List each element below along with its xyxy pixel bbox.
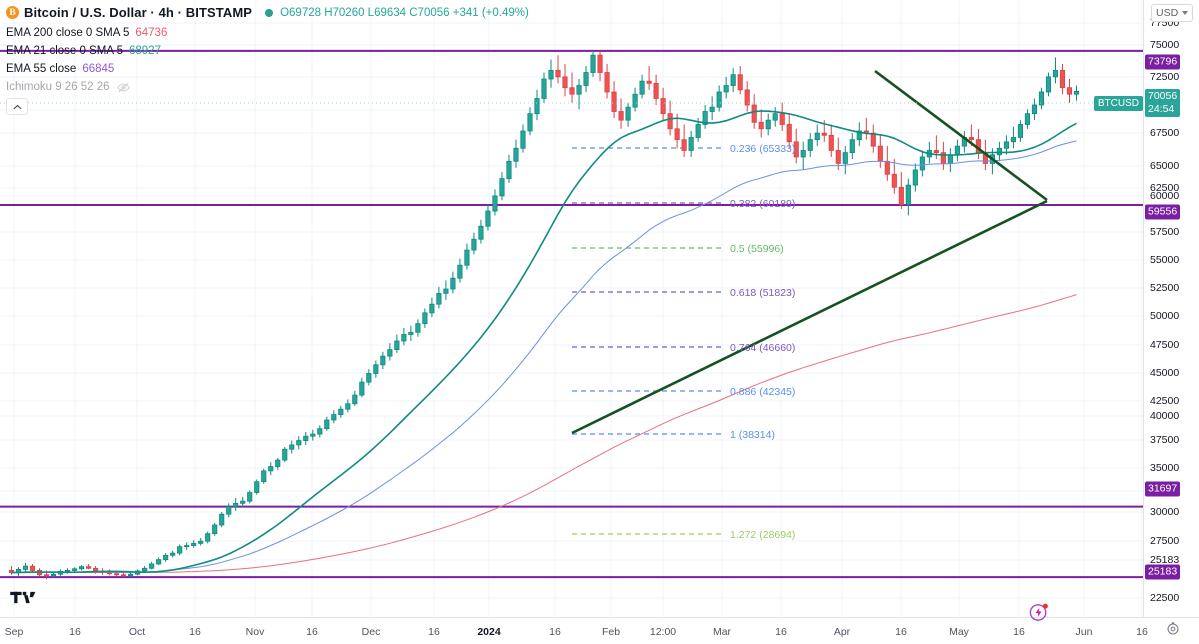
price-tick: 27500 — [1150, 535, 1180, 547]
chart-settings-icon[interactable] — [1165, 621, 1183, 639]
time-tick: Nov — [245, 626, 265, 638]
time-tick: 16 — [775, 626, 787, 638]
symbol-price-tag: BTCUSD — [1093, 96, 1143, 111]
chart-plot-area[interactable]: 0.236 (65333) 0.382 (60189) 0.5 (55996) 0.6… — [0, 0, 1143, 617]
price-tick: 25183 — [1150, 554, 1180, 566]
price-tick: 75000 — [1150, 39, 1180, 51]
time-tick: Jun — [1075, 626, 1093, 638]
time-tick: May — [949, 626, 969, 638]
price-tick: 62500 — [1150, 182, 1180, 194]
price-tick: 57500 — [1150, 226, 1180, 238]
price-tick: 40000 — [1150, 410, 1180, 422]
price-tick: 65000 — [1150, 160, 1180, 172]
time-tick: Mar — [712, 626, 732, 638]
price-tick: 37500 — [1150, 434, 1180, 446]
fibonacci-label: 1.272 (28694) — [730, 529, 795, 541]
price-level-badge[interactable]: 59556 — [1145, 204, 1181, 220]
time-tick: Apr — [833, 626, 851, 638]
price-level-badge[interactable]: 73796 — [1145, 54, 1181, 70]
chart-canvas[interactable]: 0.236 (65333) 0.382 (60189) 0.5 (55996) 0.6… — [0, 0, 1143, 617]
fibonacci-label: 1 (38314) — [730, 429, 775, 441]
price-tick: 47500 — [1150, 339, 1180, 351]
ascending-support[interactable] — [571, 199, 1048, 435]
price-tick: 55000 — [1150, 254, 1180, 266]
current-price-badge[interactable]: 70056 24:54 — [1145, 89, 1181, 117]
candlestick-series — [8, 50, 1080, 580]
price-tick: 35000 — [1150, 462, 1180, 474]
fibonacci-label: 0.382 (60189) — [730, 198, 795, 210]
price-tick: 60000 — [1150, 190, 1180, 202]
collapse-legend-button[interactable] — [6, 98, 28, 115]
trendlines — [571, 69, 1048, 435]
price-level-badge[interactable]: 31697 — [1145, 481, 1181, 497]
time-scale[interactable]: Sep 16 Oct 16 Nov 16 Dec 16 2024 16 Feb 12:00 Mar 16 A… — [0, 617, 1199, 644]
descending-resistance[interactable] — [874, 69, 1048, 202]
price-level-badge[interactable]: 25183 — [1145, 564, 1181, 580]
time-tick: 16 — [1136, 626, 1148, 638]
lightning-alerts-icon[interactable] — [1028, 601, 1050, 623]
price-tick: 22500 — [1150, 592, 1180, 604]
price-tick: 42500 — [1150, 395, 1180, 407]
grid-lines — [0, 0, 1143, 617]
tradingview-logo[interactable] — [10, 589, 36, 611]
time-tick: 16 — [895, 626, 907, 638]
fibonacci-levels — [572, 147, 722, 535]
fibonacci-label: 0.764 (46660) — [730, 342, 795, 354]
price-tick: 52500 — [1150, 282, 1180, 294]
currency-selector[interactable]: USD — [1151, 4, 1194, 22]
time-tick: Dec — [361, 626, 381, 638]
time-tick: 2024 — [477, 626, 501, 638]
price-tick: 30000 — [1150, 506, 1180, 518]
currency-label: USD — [1156, 7, 1179, 19]
fibonacci-label: 0.618 (51823) — [730, 287, 795, 299]
price-scale[interactable]: USD 775007500072500700006750065000625006… — [1143, 0, 1199, 617]
time-tick: 16 — [549, 626, 561, 638]
time-tick: Feb — [601, 626, 621, 638]
moving-average-series — [11, 110, 1077, 574]
time-tick: 16 — [428, 626, 440, 638]
chevron-up-icon — [13, 104, 21, 109]
price-tick: 67500 — [1150, 127, 1180, 139]
time-tick: Oct — [128, 626, 146, 638]
time-tick: 12:00 — [649, 626, 677, 638]
horizontal-price-levels — [0, 49, 1143, 579]
bar-countdown: 24:54 — [1148, 103, 1175, 115]
fibonacci-labels: 0.236 (65333) 0.382 (60189) 0.5 (55996) 0.6… — [730, 143, 795, 541]
time-tick: 16 — [306, 626, 318, 638]
time-tick: 16 — [189, 626, 201, 638]
fibonacci-label: 0.5 (55996) — [730, 243, 784, 255]
price-tick: 45000 — [1150, 367, 1180, 379]
current-price-value: 70056 — [1148, 90, 1178, 102]
time-tick: 16 — [69, 626, 81, 638]
chevron-down-icon — [1182, 11, 1189, 15]
price-tick: 50000 — [1150, 310, 1180, 322]
fibonacci-label: 0.236 (65333) — [730, 143, 795, 155]
fibonacci-label: 0.886 (42345) — [730, 386, 795, 398]
price-tick: 72500 — [1150, 71, 1180, 83]
time-tick: Sep — [4, 626, 24, 638]
time-tick: 16 — [1013, 626, 1025, 638]
